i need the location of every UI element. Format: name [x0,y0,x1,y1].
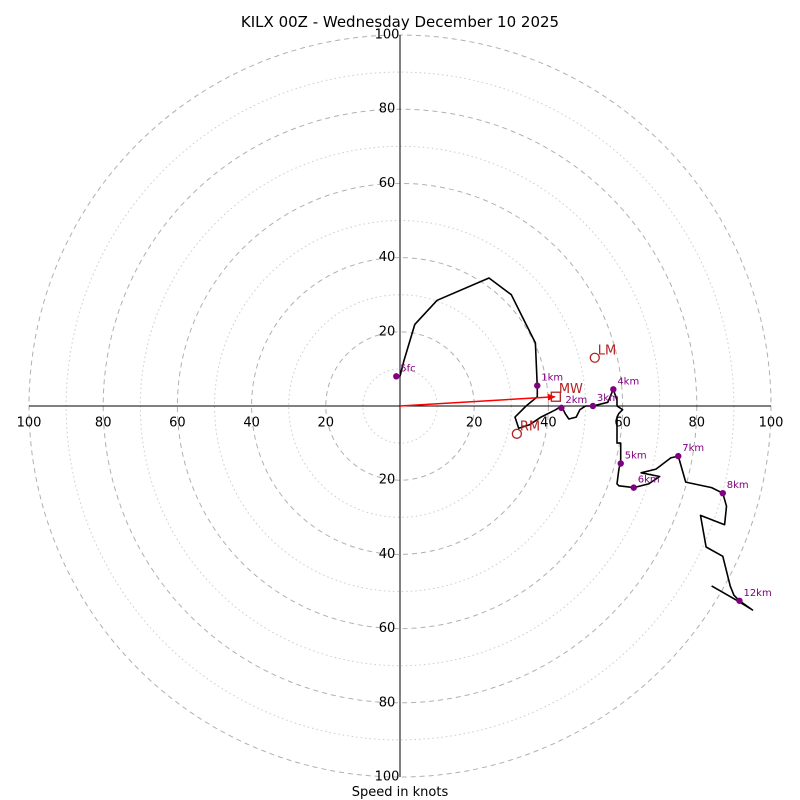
height-marker-7km [675,452,682,460]
motion-label-RM: RM [520,419,540,434]
tick-down-20: 20 [379,473,396,488]
tick-left-80: 80 [95,416,112,431]
height-marker-2km [558,404,565,412]
height-marker-6km [630,484,637,491]
height-label-2km: 2km [565,395,587,406]
motion-marker-MW [550,391,561,402]
tick-up-60: 60 [379,176,396,191]
height-marker-5fc [393,373,400,380]
tick-down-100: 100 [375,770,400,785]
tick-left-20: 20 [318,416,335,431]
tick-down-80: 80 [379,695,396,710]
tick-right-80: 80 [689,416,706,431]
tick-right-40: 40 [540,416,557,431]
tick-left-100: 100 [17,416,42,431]
motion-label-MW: MW [559,382,583,397]
tick-down-60: 60 [379,621,396,636]
storm-motion-markers: MW LM RM [511,343,616,439]
tick-right-20: 20 [466,416,483,431]
tick-up-40: 40 [379,250,396,265]
height-marker-3km [589,402,597,410]
tick-labels: 20 20 20 20 40 40 40 40 60 60 60 60 80 80 80 80 100 100 10… [17,28,784,785]
height-label-1km: 1km [541,373,563,384]
tick-up-100: 100 [375,28,400,43]
height-label-8km: 8km [727,480,749,491]
tick-up-80: 80 [379,102,396,117]
height-label-5fc: 5fc [400,363,415,374]
chart-title: KILX 00Z - Wednesday December 10 2025 [241,13,559,31]
hodograph-trace [399,277,754,611]
height-marker-8km [719,489,726,497]
motion-label-LM: LM [598,343,616,358]
mean-wind-shaft [399,395,555,407]
height-label-5km: 5km [625,451,647,462]
height-label-6km: 6km [638,475,660,486]
height-marker-12km [736,597,743,604]
height-marker-5km [617,460,624,467]
height-label-4km: 4km [617,376,639,387]
tick-left-60: 60 [169,416,186,431]
tick-down-40: 40 [379,547,396,562]
height-label-3km: 3km [597,393,619,404]
height-label-12km: 12km [743,588,771,599]
tick-left-40: 40 [243,416,260,431]
tick-right-100: 100 [759,416,784,431]
tick-right-60: 60 [614,416,631,431]
height-marker-1km [534,382,541,389]
height-label-7km: 7km [682,443,704,454]
tick-up-20: 20 [379,324,396,339]
x-axis-label: Speed in knots [352,785,449,800]
wind-trace [399,277,754,611]
motion-marker-LM [589,352,600,363]
height-marker-4km [610,386,617,393]
motion-marker-RM [511,428,523,439]
